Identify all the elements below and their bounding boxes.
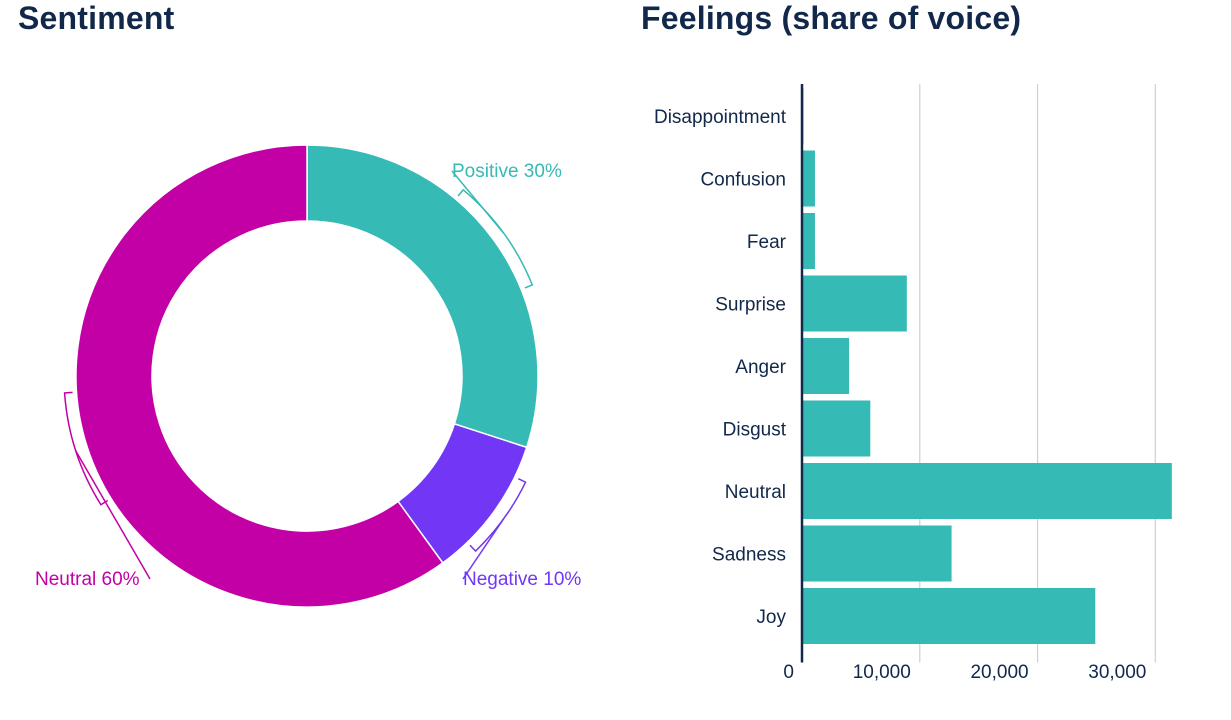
bar-confusion bbox=[802, 150, 815, 207]
category-label-joy: Joy bbox=[756, 607, 786, 628]
bar-fear bbox=[802, 213, 815, 269]
feelings-chart-title: Feelings (share of voice) bbox=[641, 0, 1022, 36]
category-label-anger: Anger bbox=[735, 357, 786, 378]
x-tick-label: 10,000 bbox=[853, 662, 911, 683]
category-label-disgust: Disgust bbox=[723, 420, 787, 441]
bar-sadness bbox=[802, 525, 952, 582]
bar-anger bbox=[802, 338, 850, 394]
x-tick-label: 0 bbox=[783, 662, 794, 683]
x-tick-label: 20,000 bbox=[970, 662, 1028, 683]
category-label-surprise: Surprise bbox=[715, 295, 786, 316]
donut-label-bracket bbox=[63, 391, 109, 506]
donut-slice-neutral bbox=[75, 144, 444, 608]
category-label-neutral: Neutral bbox=[725, 482, 786, 503]
donut-label-bracket bbox=[457, 188, 534, 289]
donut-label-leader bbox=[462, 518, 505, 580]
category-label-disappointment: Disappointment bbox=[654, 107, 787, 128]
category-label-fear: Fear bbox=[747, 232, 787, 253]
donut-label-leader bbox=[451, 170, 505, 234]
bar-disappointment bbox=[802, 88, 804, 144]
donut-label-positive: Positive 30% bbox=[452, 161, 562, 182]
donut-label-neutral: Neutral 60% bbox=[35, 569, 140, 590]
x-tick-label: 30,000 bbox=[1088, 662, 1146, 683]
bar-neutral bbox=[802, 463, 1172, 519]
category-label-sadness: Sadness bbox=[712, 545, 786, 566]
donut-label-leader bbox=[75, 450, 151, 580]
bar-surprise bbox=[802, 275, 907, 332]
category-label-confusion: Confusion bbox=[700, 170, 786, 191]
donut-slice-positive bbox=[306, 144, 539, 449]
bar-joy bbox=[802, 588, 1096, 644]
donut-label-negative: Negative 10% bbox=[463, 569, 581, 590]
bar-disgust bbox=[802, 400, 871, 457]
donut-label-bracket bbox=[469, 478, 527, 553]
sentiment-chart-title: Sentiment bbox=[18, 0, 175, 36]
sentiment-donut-chart: Positive 30% Negative 10% Neutral 60% bbox=[35, 144, 581, 608]
